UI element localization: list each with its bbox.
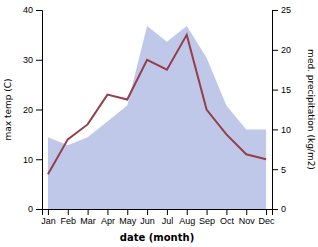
- tick-mark: [272, 169, 278, 170]
- tick-mark: [36, 60, 42, 61]
- x-axis-title: date (month): [120, 232, 194, 243]
- tick: Sep: [199, 209, 215, 226]
- tick-label: Apr: [101, 216, 115, 226]
- tick-label: Jun: [140, 216, 155, 226]
- tick-mark: [226, 209, 227, 215]
- tick-label: Oct: [220, 216, 235, 226]
- tick-mark: [272, 90, 278, 91]
- temp-line: [48, 35, 266, 174]
- tick-label: 5: [281, 165, 286, 175]
- tick-label: 25: [281, 5, 291, 15]
- axis-line: [36, 11, 43, 210]
- axis-line: [273, 11, 279, 210]
- tick-mark: [48, 209, 49, 215]
- chart: Jan FebMar Apr MayJun Jul Aug Sep Oct NovDec 0 10 2…: [0, 0, 318, 247]
- tick: 0: [272, 204, 286, 214]
- tick-label: Jan: [41, 216, 56, 226]
- y2-axis-title: med. precipitation (kg/m2): [306, 49, 316, 170]
- tick-mark: [207, 209, 208, 215]
- tick-label: Mar: [80, 216, 96, 226]
- tick: 20: [272, 45, 291, 55]
- tick: 25: [272, 5, 291, 15]
- tick-mark: [36, 159, 42, 160]
- y2-axis: 0 5 10 15 20 25: [272, 5, 291, 214]
- tick: 10: [23, 155, 42, 165]
- tick: Aug: [179, 209, 195, 226]
- tick: 15: [272, 85, 291, 95]
- tick-label: Sep: [199, 216, 215, 226]
- tick-mark: [36, 10, 42, 11]
- tick: Dec: [259, 209, 276, 226]
- tick-mark: [187, 209, 188, 215]
- plot: Jan FebMar Apr MayJun Jul Aug Sep Oct NovDec 0 10 2…: [23, 5, 291, 226]
- tick-mark: [147, 209, 148, 215]
- tick: Jul: [162, 209, 174, 226]
- tick: Jun: [140, 209, 155, 226]
- tick: Mar: [80, 209, 96, 226]
- tick-label: Dec: [259, 216, 276, 226]
- tick-mark: [107, 209, 108, 215]
- tick: Feb: [61, 209, 77, 226]
- tick: 30: [23, 55, 42, 65]
- tick-label: Aug: [179, 216, 195, 226]
- tick-mark: [272, 129, 278, 130]
- marks: [48, 26, 266, 209]
- tick-label: 10: [23, 155, 33, 165]
- tick-mark: [272, 50, 278, 51]
- tick: 0: [28, 204, 42, 214]
- tick-mark: [167, 209, 168, 215]
- tick-label: 20: [281, 45, 291, 55]
- tick-label: 0: [281, 204, 286, 214]
- precip-area: [48, 26, 266, 209]
- tick-label: 20: [23, 105, 33, 115]
- tick-mark: [88, 209, 89, 215]
- tick: Apr: [101, 209, 115, 226]
- tick-label: May: [119, 216, 137, 226]
- tick-mark: [36, 110, 42, 111]
- axis-line: [43, 210, 273, 216]
- x-axis: Jan FebMar Apr MayJun Jul Aug Sep Oct NovDec: [41, 209, 275, 226]
- tick-mark: [272, 10, 278, 11]
- tick: 40: [23, 5, 42, 15]
- tick: 5: [272, 165, 286, 175]
- tick-mark: [36, 209, 42, 210]
- tick: 20: [23, 105, 42, 115]
- tick-label: 10: [281, 125, 291, 135]
- tick: Nov: [239, 209, 256, 226]
- tick: Oct: [220, 209, 235, 226]
- y-axis-title: max temp (C): [3, 78, 13, 140]
- tick-mark: [266, 209, 267, 215]
- tick: May: [119, 209, 137, 226]
- tick-label: Nov: [239, 216, 256, 226]
- tick-mark: [272, 209, 278, 210]
- tick: Jan: [41, 209, 56, 226]
- tick-mark: [246, 209, 247, 215]
- tick-label: Jul: [162, 216, 174, 226]
- tick: 10: [272, 125, 291, 135]
- tick-label: 30: [23, 55, 33, 65]
- tick-mark: [127, 209, 128, 215]
- tick-label: 15: [281, 85, 291, 95]
- tick-label: 40: [23, 5, 33, 15]
- tick-label: 0: [28, 204, 33, 214]
- tick-mark: [68, 209, 69, 215]
- tick-label: Feb: [61, 216, 77, 226]
- y-axis: 0 10 20 30 40: [23, 5, 43, 214]
